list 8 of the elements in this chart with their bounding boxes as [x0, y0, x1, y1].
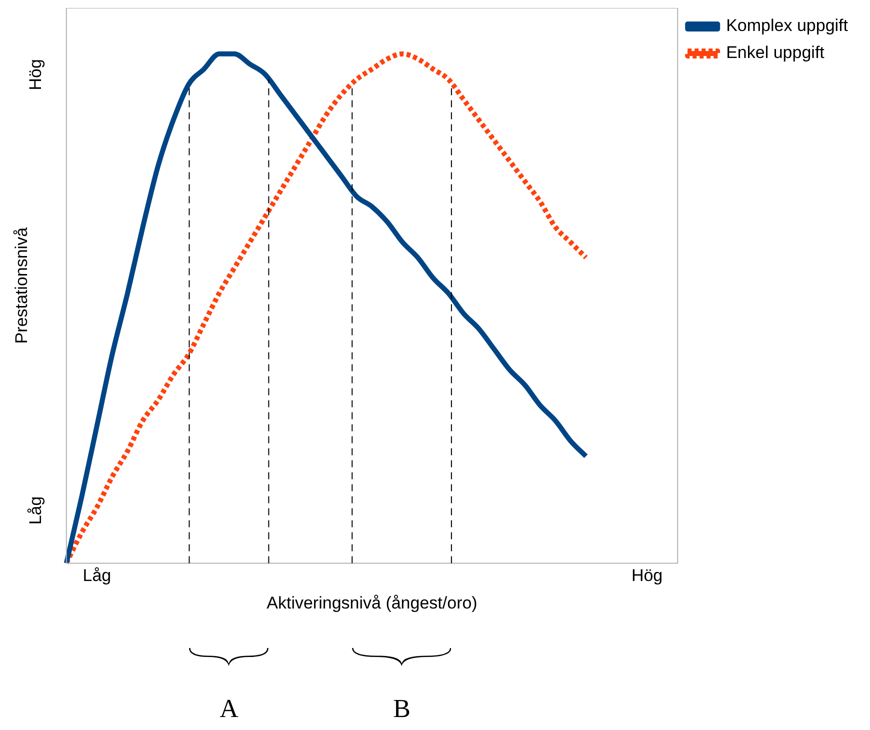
text: B [393, 694, 410, 723]
text: Låg [26, 496, 46, 525]
text: A [220, 694, 239, 723]
y-axis-title: Prestationsnivå [12, 226, 31, 344]
text: Hög [26, 59, 46, 90]
legend-label: Komplex uppgift [726, 16, 848, 36]
x-axis-title: Aktiveringsnivå (ångest/oro) [266, 593, 478, 612]
legend-label: Enkel uppgift [726, 43, 825, 62]
